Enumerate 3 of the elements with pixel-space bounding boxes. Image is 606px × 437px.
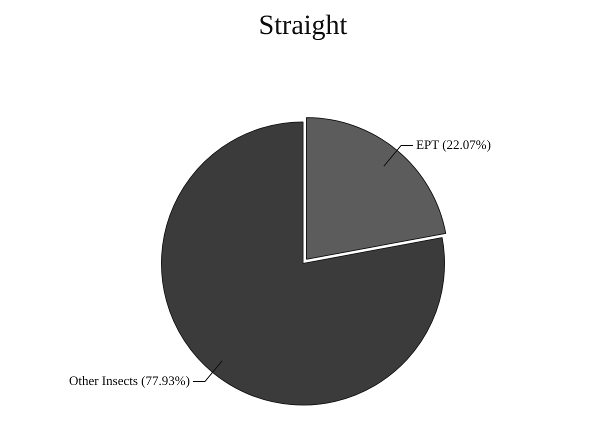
slice-label: Other Insects (77.93%) xyxy=(68,372,190,388)
chart-title: Straight xyxy=(258,10,348,42)
slice-label: EPT (22.07%) xyxy=(416,136,491,152)
